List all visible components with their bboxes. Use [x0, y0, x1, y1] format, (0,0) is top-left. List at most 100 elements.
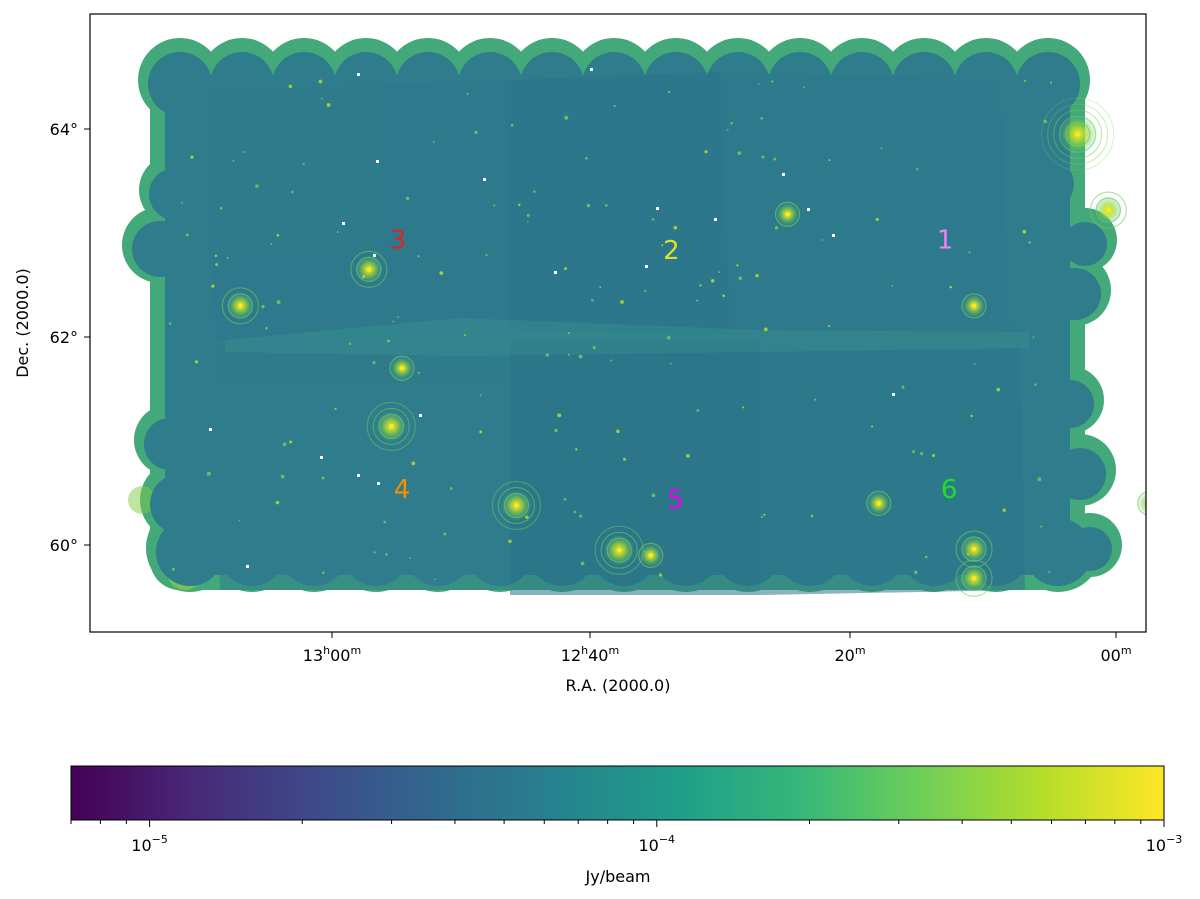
point-source — [434, 578, 436, 581]
point-source — [168, 322, 172, 325]
point-source — [1022, 229, 1027, 234]
point-source — [405, 196, 410, 201]
source — [638, 542, 664, 569]
point-source — [771, 80, 774, 83]
point-source — [280, 474, 285, 479]
point-source — [526, 213, 530, 217]
point-source — [190, 155, 194, 159]
point-source — [755, 274, 759, 278]
point-source — [417, 371, 420, 374]
point-source — [321, 476, 325, 480]
point-source — [573, 510, 577, 514]
point-source — [181, 201, 184, 204]
field-label: 6 — [941, 475, 958, 505]
point-source — [875, 217, 879, 222]
point-source — [554, 428, 558, 433]
point-source — [211, 284, 215, 288]
source — [350, 250, 388, 288]
point-source — [704, 150, 708, 154]
y-axis: 64° 62° 60° — [50, 120, 90, 555]
point-source — [232, 159, 235, 162]
source — [961, 293, 987, 319]
point-source — [432, 140, 435, 143]
point-source — [1050, 81, 1053, 84]
point-source — [238, 519, 241, 522]
point-source — [1028, 241, 1031, 244]
point-source — [275, 500, 280, 505]
point-source — [194, 360, 199, 364]
point-source — [270, 243, 273, 245]
source — [221, 287, 259, 325]
point-source — [920, 451, 924, 456]
point-source — [623, 457, 627, 461]
point-source — [613, 104, 616, 108]
point-source — [599, 286, 602, 289]
point-source — [261, 305, 265, 309]
point-source — [383, 520, 387, 524]
x-tick-label: 13h00m — [303, 644, 361, 665]
source — [955, 530, 993, 568]
point-source — [545, 353, 549, 357]
point-source — [386, 339, 390, 343]
point-source — [696, 299, 699, 302]
point-source — [336, 231, 339, 233]
point-source — [915, 167, 919, 171]
survey-image: 1 2 3 4 5 6 — [122, 38, 1146, 597]
point-source — [667, 336, 671, 340]
y-tick-label: 62° — [50, 328, 78, 347]
point-source — [282, 442, 287, 447]
point-source — [774, 226, 779, 230]
point-source — [932, 454, 936, 458]
point-source — [810, 514, 814, 518]
point-source — [439, 271, 444, 276]
point-source — [1032, 336, 1035, 339]
point-source — [578, 354, 583, 359]
point-source — [564, 267, 568, 271]
point-source — [443, 532, 447, 536]
radio-sources — [168, 79, 1146, 597]
point-source — [557, 413, 562, 418]
point-source — [265, 326, 268, 330]
source — [491, 480, 542, 531]
point-source — [773, 157, 777, 161]
point-source — [567, 353, 570, 356]
source — [389, 355, 415, 381]
source — [1089, 191, 1127, 229]
point-source — [214, 254, 218, 258]
point-source — [575, 448, 578, 451]
source — [366, 401, 416, 452]
mosaic-tiles — [210, 72, 1025, 595]
field-label: 5 — [667, 486, 684, 516]
point-source — [1048, 570, 1051, 573]
point-source — [1043, 119, 1048, 124]
point-source — [901, 385, 905, 389]
y-tick-label: 64° — [50, 120, 78, 139]
point-source — [185, 233, 189, 237]
point-source — [968, 251, 971, 254]
x-axis-label: R.A. (2000.0) — [566, 676, 671, 695]
point-source — [255, 184, 259, 188]
point-source — [372, 361, 376, 365]
point-source — [585, 156, 588, 160]
colorbar — [70, 765, 1165, 821]
point-source — [673, 225, 678, 230]
point-source — [417, 255, 420, 258]
x-tick-label: 00m — [1100, 644, 1131, 665]
point-source — [924, 555, 928, 559]
point-source — [397, 316, 400, 318]
point-source — [219, 206, 223, 210]
point-source — [326, 103, 331, 107]
point-source — [527, 221, 529, 223]
point-source — [973, 363, 976, 366]
point-source — [742, 406, 745, 409]
point-source — [718, 271, 721, 274]
point-source — [485, 254, 488, 256]
point-source — [373, 551, 376, 554]
point-source — [970, 414, 973, 418]
point-source — [871, 425, 874, 428]
point-source — [914, 570, 918, 574]
point-source — [392, 320, 395, 323]
source — [594, 525, 644, 575]
point-source — [651, 493, 656, 498]
